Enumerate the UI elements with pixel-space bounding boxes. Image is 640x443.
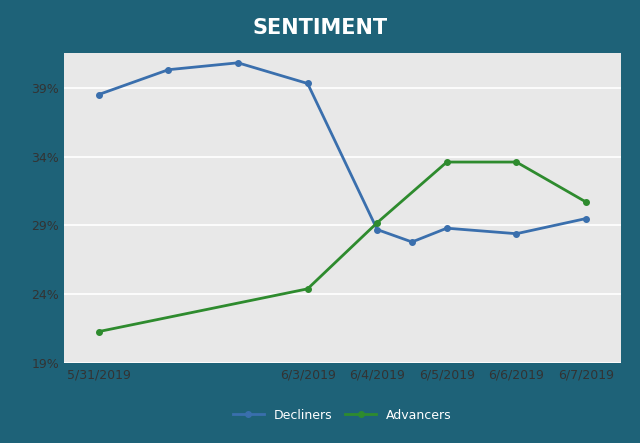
Advancers <box>582 199 590 205</box>
Text: SENTIMENT: SENTIMENT <box>252 18 388 38</box>
Advancers <box>304 286 312 291</box>
Decliners <box>408 239 416 245</box>
Decliners <box>373 227 381 232</box>
Advancers <box>373 220 381 225</box>
Advancers <box>513 159 520 165</box>
Advancers <box>95 329 102 334</box>
Decliners <box>95 92 102 97</box>
Legend: Decliners, Advancers: Decliners, Advancers <box>228 404 457 427</box>
Line: Decliners: Decliners <box>96 60 589 245</box>
Decliners <box>304 81 312 86</box>
Decliners <box>164 67 172 72</box>
Decliners <box>443 225 451 231</box>
Decliners <box>513 231 520 237</box>
Advancers <box>443 159 451 165</box>
Decliners <box>234 60 242 66</box>
Decliners <box>582 216 590 221</box>
Line: Advancers: Advancers <box>96 159 589 334</box>
